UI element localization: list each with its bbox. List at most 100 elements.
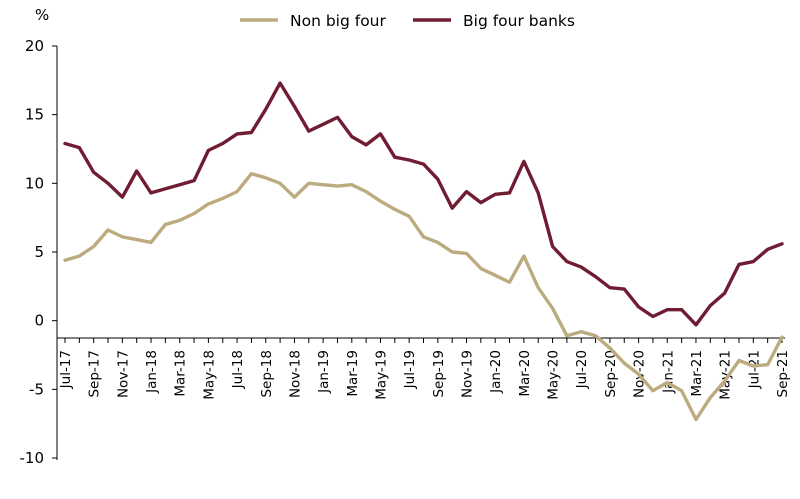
x-tick-label: Sep-20 <box>603 350 619 398</box>
data-point <box>666 381 669 384</box>
data-point <box>737 359 741 362</box>
series-line-big-four-banks <box>63 81 784 327</box>
data-point <box>780 242 784 245</box>
x-tick-label: Jan-18 <box>144 350 160 394</box>
data-point <box>608 346 612 350</box>
x-tick-label: May-20 <box>546 350 562 400</box>
data-point <box>637 373 640 376</box>
data-point <box>580 265 583 269</box>
data-point <box>221 197 224 200</box>
data-point <box>207 202 210 206</box>
x-tick-label: Nov-18 <box>287 350 303 398</box>
data-point <box>321 183 325 186</box>
data-point <box>121 235 124 239</box>
y-tick-label: 5 <box>34 243 44 261</box>
series-layer <box>63 81 784 422</box>
data-point <box>164 187 167 190</box>
x-tick-label: May-18 <box>201 350 217 400</box>
data-point <box>149 191 153 195</box>
data-point <box>78 146 81 149</box>
data-point <box>350 135 353 138</box>
y-tick-label: 20 <box>25 37 44 55</box>
x-axis: Jul-17 Sep-17 Nov-17 Jan-18 Mar-18 May-18 Jul-… <box>57 337 791 400</box>
data-point <box>278 182 282 185</box>
data-point <box>250 131 253 134</box>
data-point <box>436 241 439 244</box>
data-point <box>278 81 282 85</box>
data-point <box>637 305 640 309</box>
data-point <box>78 254 81 258</box>
data-point <box>293 195 296 199</box>
data-point <box>694 323 698 326</box>
y-tick-label: 10 <box>25 174 44 192</box>
x-tick-label: Jul-19 <box>402 350 418 389</box>
data-point <box>336 116 339 119</box>
y-axis-unit-label: % <box>35 6 49 24</box>
data-point <box>178 183 181 186</box>
data-point <box>623 287 626 291</box>
data-point <box>393 156 396 159</box>
data-point <box>608 286 612 289</box>
data-point <box>121 195 124 199</box>
x-tick-label: Mar-19 <box>345 350 361 397</box>
data-point <box>264 108 267 111</box>
data-point <box>451 206 454 210</box>
data-point <box>551 307 554 310</box>
data-point <box>207 149 210 152</box>
data-point <box>494 193 497 196</box>
data-point <box>465 252 468 255</box>
data-point <box>680 389 683 392</box>
data-point <box>479 267 483 270</box>
x-tick-label: Sep-21 <box>775 350 791 398</box>
x-tick-label: Sep-17 <box>87 350 103 398</box>
data-point <box>92 171 95 174</box>
data-point <box>780 335 784 339</box>
data-point <box>264 176 267 179</box>
data-point <box>709 396 712 399</box>
data-point <box>63 259 67 262</box>
data-point <box>723 292 726 295</box>
data-point <box>235 190 239 193</box>
x-tick-label: Jan-19 <box>316 350 332 394</box>
x-tick-label: May-21 <box>718 350 734 400</box>
data-point <box>594 275 597 278</box>
data-point <box>522 160 526 163</box>
data-point <box>192 212 196 215</box>
data-point <box>336 184 339 188</box>
data-point <box>321 123 325 126</box>
data-point <box>149 241 153 244</box>
data-point <box>752 260 755 263</box>
data-point <box>651 389 655 392</box>
data-point <box>465 190 468 193</box>
legend: Non big four Big four banks <box>240 12 575 30</box>
legend-label: Big four banks <box>463 12 575 30</box>
y-tick-label: -10 <box>20 449 45 467</box>
legend-label: Non big four <box>290 12 387 30</box>
data-point <box>63 142 67 145</box>
data-point <box>508 281 511 284</box>
data-point <box>364 143 368 147</box>
data-point <box>565 260 569 263</box>
data-point <box>106 182 110 185</box>
data-point <box>594 334 597 337</box>
x-tick-label: Mar-21 <box>689 350 705 397</box>
data-point <box>680 308 683 311</box>
x-tick-label: May-19 <box>373 350 389 400</box>
data-point <box>422 235 425 239</box>
data-point <box>494 274 497 277</box>
data-point <box>393 208 396 211</box>
data-point <box>537 286 540 289</box>
data-point <box>293 105 296 108</box>
data-point <box>694 418 698 421</box>
data-point <box>565 334 569 337</box>
data-point <box>752 364 755 368</box>
data-point <box>709 304 712 307</box>
y-tick-label: 15 <box>25 106 44 124</box>
y-tick-label: 0 <box>34 312 44 330</box>
x-tick-label: Jul-20 <box>574 350 590 389</box>
data-point <box>737 263 741 266</box>
data-point <box>479 201 483 204</box>
data-point <box>106 228 110 232</box>
data-point <box>408 158 411 162</box>
data-point <box>723 379 726 383</box>
